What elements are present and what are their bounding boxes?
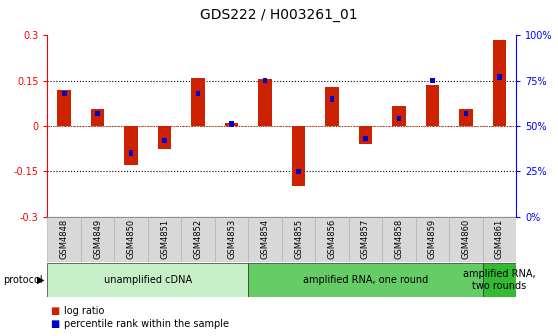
Text: protocol: protocol xyxy=(3,275,42,285)
Text: GSM4861: GSM4861 xyxy=(495,218,504,259)
Bar xyxy=(483,217,516,262)
Bar xyxy=(325,87,339,126)
Bar xyxy=(225,123,238,126)
Text: GSM4859: GSM4859 xyxy=(428,218,437,259)
Bar xyxy=(95,111,100,116)
Bar xyxy=(397,116,401,122)
Bar xyxy=(483,263,516,297)
Text: GSM4853: GSM4853 xyxy=(227,218,236,259)
Text: GSM4851: GSM4851 xyxy=(160,218,169,259)
Bar xyxy=(459,110,473,126)
Text: GSM4858: GSM4858 xyxy=(395,218,403,259)
Text: log ratio: log ratio xyxy=(64,306,104,316)
Bar xyxy=(91,110,104,126)
Text: unamplified cDNA: unamplified cDNA xyxy=(104,275,192,285)
Bar xyxy=(315,217,349,262)
Bar xyxy=(382,217,416,262)
Bar xyxy=(229,122,234,127)
Text: GSM4848: GSM4848 xyxy=(60,218,69,259)
Bar xyxy=(57,90,71,126)
Text: ■: ■ xyxy=(50,306,60,316)
Text: GSM4856: GSM4856 xyxy=(328,218,336,259)
Bar xyxy=(430,78,435,83)
Text: amplified RNA,
two rounds: amplified RNA, two rounds xyxy=(463,269,536,291)
Bar xyxy=(81,217,114,262)
Bar xyxy=(292,126,305,186)
Text: GSM4854: GSM4854 xyxy=(261,218,270,259)
Bar xyxy=(263,78,267,83)
Bar xyxy=(359,126,372,144)
Bar xyxy=(349,217,382,262)
Bar xyxy=(114,217,148,262)
Text: GDS222 / H003261_01: GDS222 / H003261_01 xyxy=(200,8,358,23)
Bar xyxy=(426,85,439,126)
Text: GSM4849: GSM4849 xyxy=(93,218,102,259)
Bar xyxy=(47,263,248,297)
Bar xyxy=(148,217,181,262)
Bar xyxy=(129,151,133,156)
Bar xyxy=(196,91,200,96)
Text: percentile rank within the sample: percentile rank within the sample xyxy=(64,319,229,329)
Text: GSM4852: GSM4852 xyxy=(194,218,203,259)
Bar xyxy=(215,217,248,262)
Bar xyxy=(124,126,138,165)
Bar xyxy=(181,217,215,262)
Bar xyxy=(363,136,368,141)
Text: amplified RNA, one round: amplified RNA, one round xyxy=(303,275,428,285)
Bar xyxy=(158,126,171,149)
Bar xyxy=(497,74,502,80)
Text: GSM4850: GSM4850 xyxy=(127,218,136,259)
Text: ■: ■ xyxy=(50,319,60,329)
Bar xyxy=(282,217,315,262)
Bar xyxy=(493,40,506,126)
Text: GSM4860: GSM4860 xyxy=(461,218,470,259)
Text: GSM4857: GSM4857 xyxy=(361,218,370,259)
Bar xyxy=(416,217,449,262)
Bar xyxy=(330,96,334,101)
Bar xyxy=(248,263,483,297)
Bar xyxy=(258,79,272,126)
Bar xyxy=(191,78,205,126)
Bar xyxy=(392,106,406,126)
Bar xyxy=(162,138,167,143)
Bar xyxy=(62,91,66,96)
Bar xyxy=(248,217,282,262)
Text: GSM4855: GSM4855 xyxy=(294,218,303,259)
Bar xyxy=(296,169,301,174)
Bar xyxy=(449,217,483,262)
Text: ▶: ▶ xyxy=(37,275,45,285)
Bar xyxy=(464,111,468,116)
Bar xyxy=(47,217,81,262)
